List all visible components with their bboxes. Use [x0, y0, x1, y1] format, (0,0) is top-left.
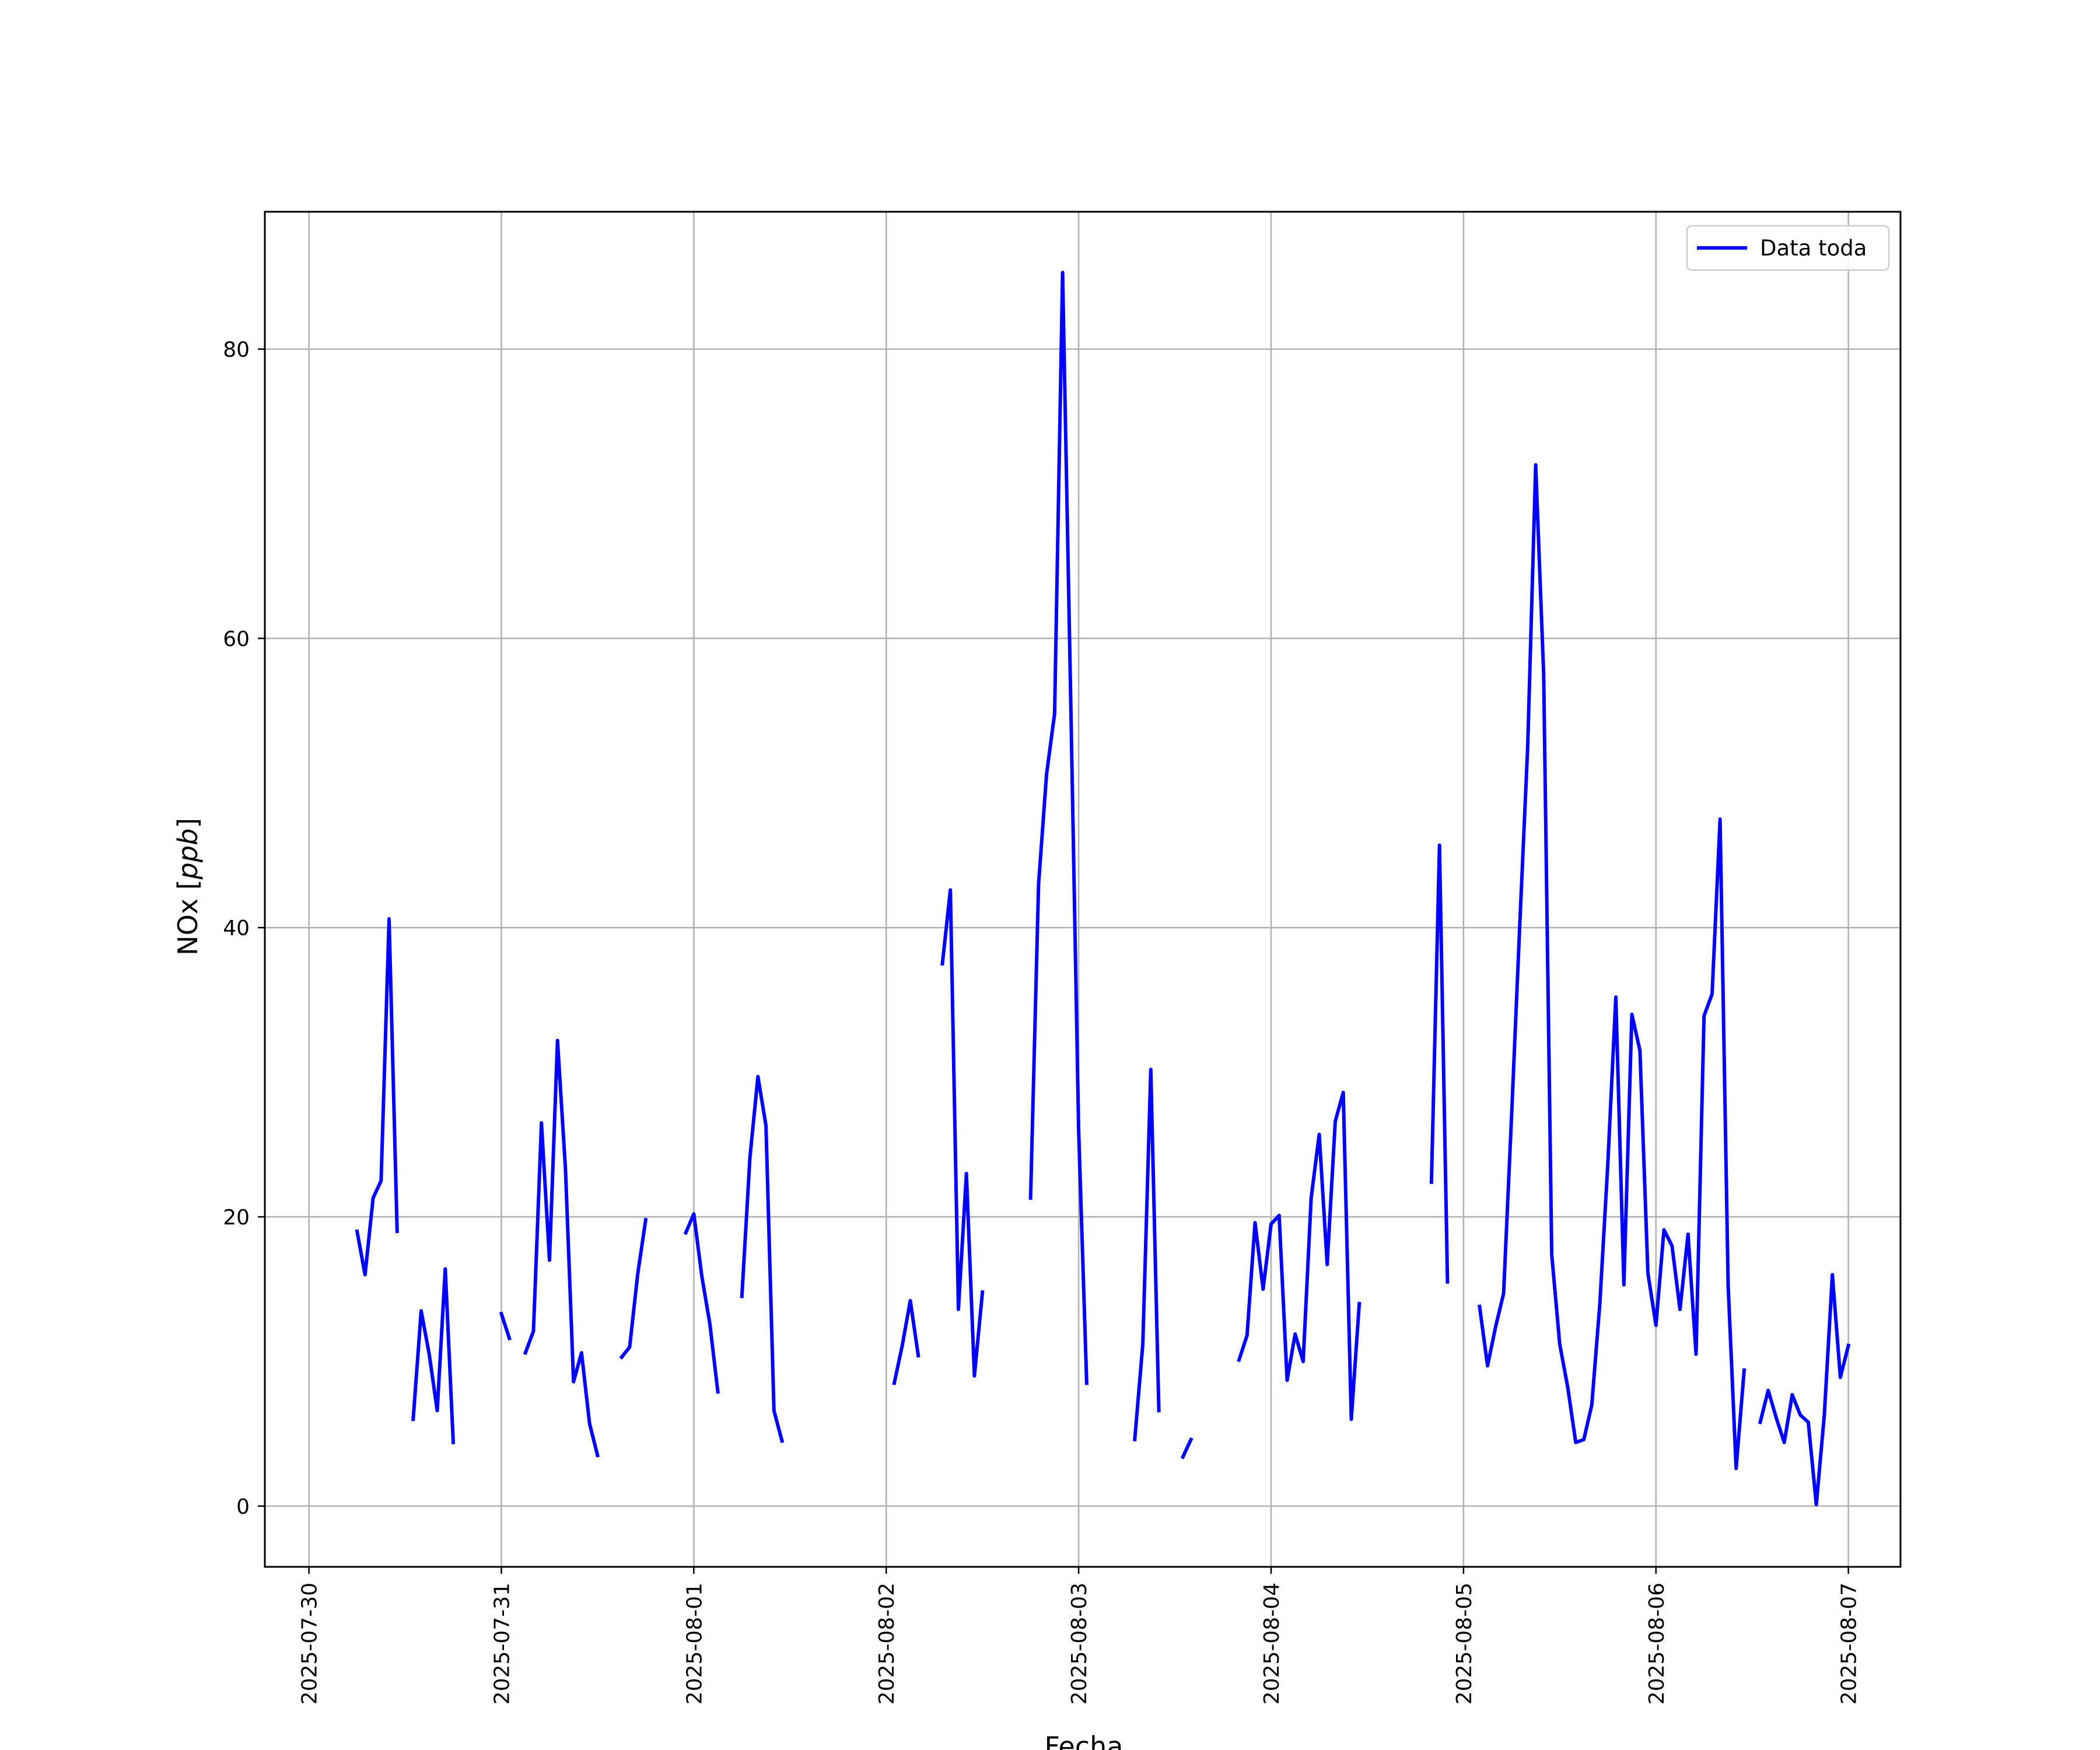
y-tick-label: 60: [223, 627, 250, 651]
y-axis-label-main: NOx: [172, 890, 204, 956]
series-line-segment: [411, 1267, 456, 1444]
x-tick-label: 2025-08-07: [1838, 1583, 1861, 1704]
plot-area-frame: [264, 211, 1902, 1568]
y-tick-label: 0: [236, 1495, 250, 1519]
series-data-toda: [355, 271, 1851, 1507]
legend: Data toda: [1686, 225, 1890, 271]
y-tick-label: 20: [223, 1206, 250, 1230]
x-tick-label: 2025-07-30: [298, 1583, 322, 1704]
series-line-segment: [1133, 1068, 1161, 1442]
y-axis-label-bracket-close: ]: [172, 818, 204, 828]
series-line-segment: [1478, 463, 1746, 1471]
series-line-segment: [523, 1038, 600, 1458]
series-line-segment: [940, 888, 985, 1378]
series-line-segment: [683, 1212, 720, 1394]
series-line-segment: [1237, 1090, 1362, 1422]
series-line-segment: [499, 1311, 512, 1341]
series-line-segment: [1028, 271, 1088, 1385]
x-tick-label: 2025-08-06: [1645, 1583, 1669, 1704]
series-line-segment: [1180, 1437, 1194, 1460]
x-axis-ticks: 2025-07-30 2025-07-31 2025-08-01 2025-08-02…: [298, 1567, 1861, 1704]
series-line-segment: [355, 917, 399, 1277]
legend-label-data-toda: Data toda: [1760, 236, 1867, 261]
x-tick-label: 2025-08-02: [875, 1583, 899, 1704]
x-tick-label: 2025-08-05: [1452, 1583, 1476, 1704]
y-axis-ticks: 0 20 40 60 80: [223, 338, 265, 1519]
series-line-segment: [619, 1217, 648, 1360]
series-line-segment: [1758, 1273, 1851, 1507]
y-tick-label: 80: [223, 338, 250, 362]
x-tick-label: 2025-07-31: [490, 1583, 514, 1704]
x-tick-label: 2025-08-04: [1260, 1583, 1284, 1704]
y-tick-label: 40: [223, 916, 250, 940]
legend-box: [1686, 225, 1890, 271]
y-axis-label: NOx [ppb]: [172, 818, 204, 956]
series-line-segment: [740, 1074, 785, 1443]
x-axis-label: Fecha: [1045, 1731, 1124, 1750]
y-axis-label-bracket-open: [: [172, 880, 204, 890]
y-axis-label-unit: ppb: [172, 828, 204, 880]
x-tick-label: 2025-08-03: [1068, 1583, 1091, 1704]
grid-lines: [265, 212, 1901, 1567]
series-line-segment: [1429, 843, 1450, 1284]
x-tick-label: 2025-08-01: [682, 1583, 706, 1704]
series-line-segment: [892, 1298, 921, 1385]
